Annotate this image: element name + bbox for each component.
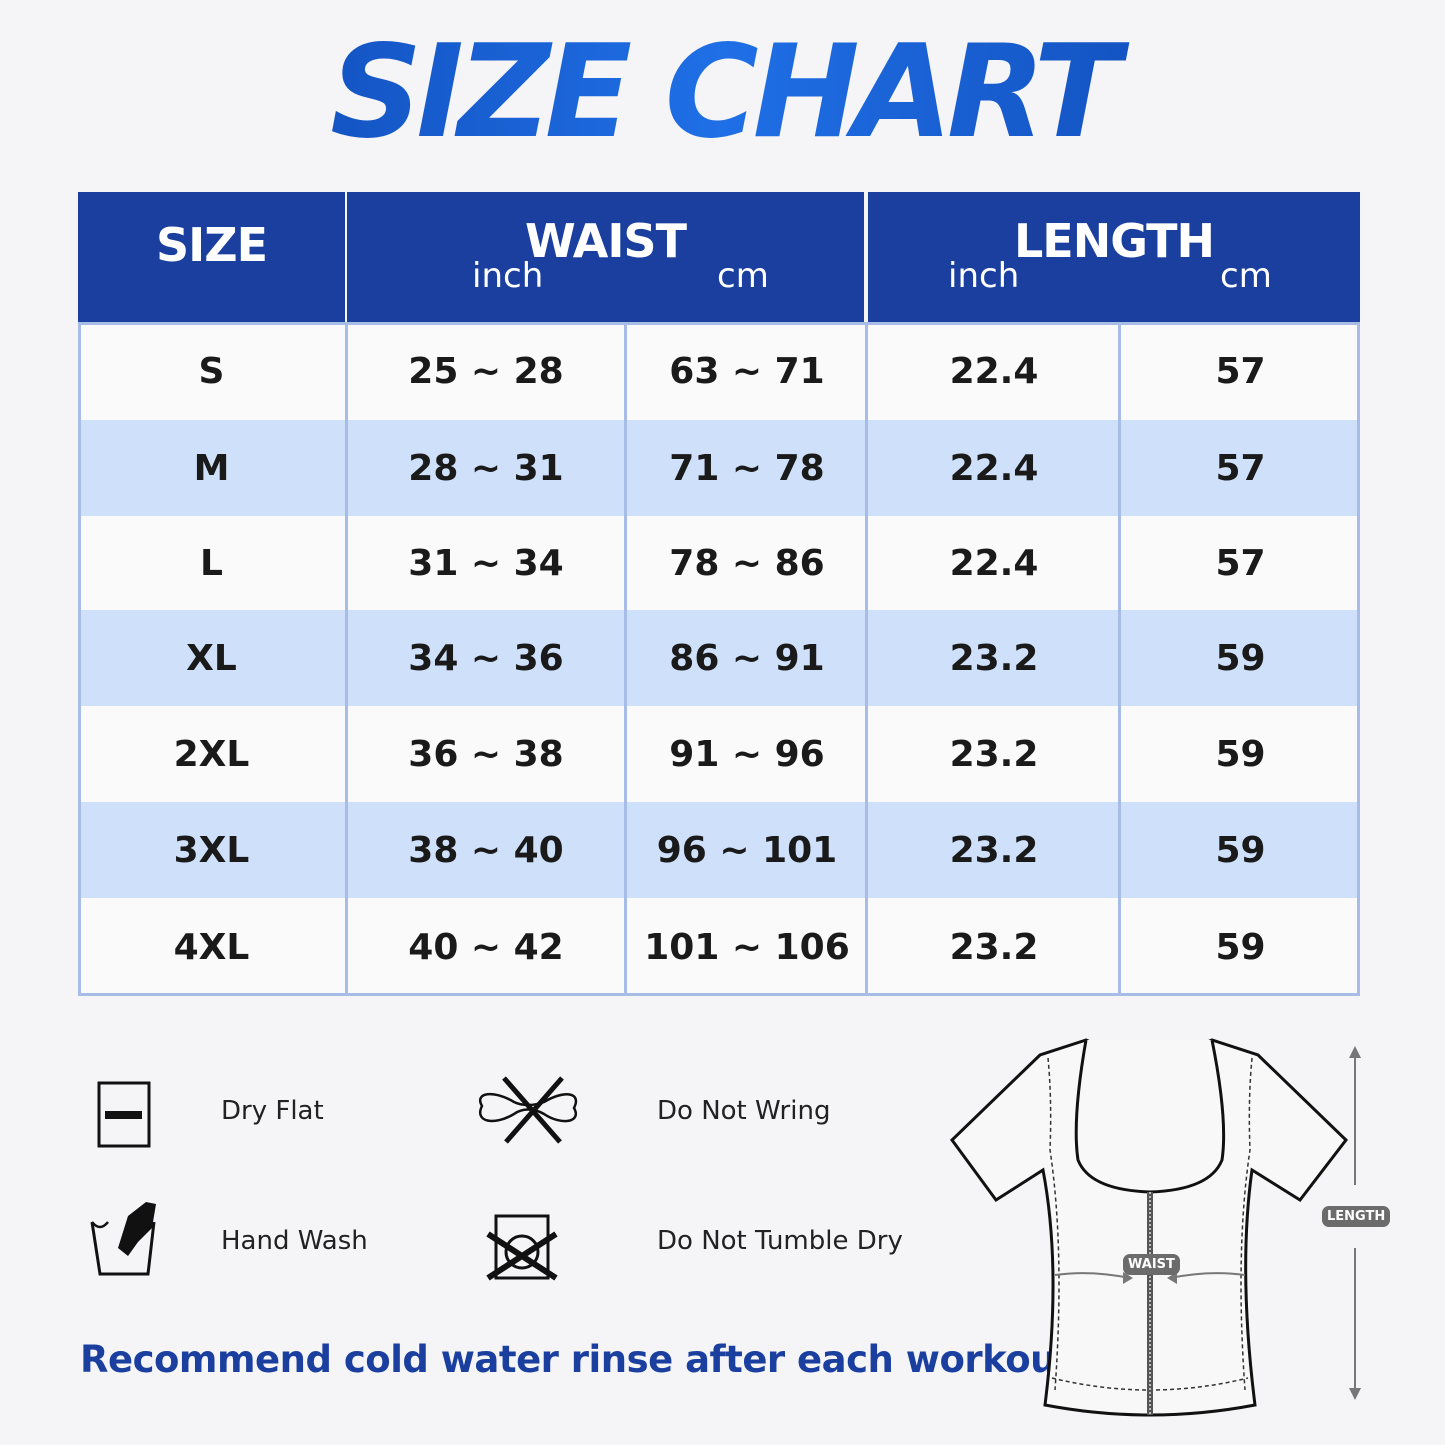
cell-length-inch: 23.2 bbox=[949, 733, 1039, 775]
header-length: LENGTH inch cm bbox=[868, 192, 1360, 322]
cell-length-inch: 22.4 bbox=[949, 542, 1039, 584]
cell-length-inch: 23.2 bbox=[949, 829, 1039, 871]
header-waist: WAIST inch cm bbox=[347, 192, 864, 322]
table-row bbox=[78, 322, 1360, 420]
cell-length-cm: 59 bbox=[1215, 733, 1266, 775]
cell-length-cm: 57 bbox=[1215, 542, 1266, 584]
dry-flat-icon bbox=[97, 1081, 151, 1148]
cell-waist-cm: 78 ~ 86 bbox=[669, 542, 825, 584]
cell-waist-inch: 38 ~ 40 bbox=[408, 829, 564, 871]
header-waist-label: WAIST bbox=[525, 214, 687, 268]
cell-size: 2XL bbox=[173, 733, 250, 775]
size-table: SIZE WAIST inch cm LENGTH inch cm S 25 ~ … bbox=[78, 192, 1360, 996]
cell-size: XL bbox=[186, 637, 237, 679]
do-not-wring-icon bbox=[479, 1076, 578, 1144]
cell-length-cm: 59 bbox=[1215, 926, 1266, 968]
table-row bbox=[78, 516, 1360, 610]
cell-waist-cm: 71 ~ 78 bbox=[669, 447, 825, 489]
header-length-label: LENGTH bbox=[1013, 214, 1215, 268]
header-length-inch: inch bbox=[948, 256, 1020, 296]
table-row bbox=[78, 610, 1360, 706]
cell-waist-cm: 91 ~ 96 bbox=[669, 733, 825, 775]
cell-waist-cm: 63 ~ 71 bbox=[669, 350, 825, 392]
cell-length-inch: 22.4 bbox=[949, 350, 1039, 392]
cell-waist-inch: 25 ~ 28 bbox=[408, 350, 564, 392]
cell-length-cm: 57 bbox=[1215, 447, 1266, 489]
header-length-cm: cm bbox=[1220, 256, 1272, 296]
cell-waist-inch: 31 ~ 34 bbox=[408, 542, 564, 584]
cell-waist-cm: 86 ~ 91 bbox=[669, 637, 825, 679]
header-waist-inch: inch bbox=[472, 256, 544, 296]
divider bbox=[78, 322, 81, 996]
care-label-do-not-wring: Do Not Wring bbox=[657, 1096, 831, 1126]
cell-waist-inch: 34 ~ 36 bbox=[408, 637, 564, 679]
header-size-label: SIZE bbox=[155, 218, 268, 272]
cell-length-cm: 57 bbox=[1215, 350, 1266, 392]
cell-size: S bbox=[198, 350, 225, 392]
care-label-hand-wash: Hand Wash bbox=[221, 1226, 368, 1256]
cell-waist-cm: 96 ~ 101 bbox=[656, 829, 838, 871]
header-size: SIZE bbox=[78, 192, 345, 322]
divider bbox=[345, 322, 348, 996]
cell-waist-inch: 36 ~ 38 bbox=[408, 733, 564, 775]
cell-length-inch: 22.4 bbox=[949, 447, 1039, 489]
cell-waist-cm: 101 ~ 106 bbox=[644, 926, 850, 968]
cell-length-inch: 23.2 bbox=[949, 926, 1039, 968]
care-label-do-not-tumble-dry: Do Not Tumble Dry bbox=[657, 1226, 903, 1256]
table-row bbox=[78, 420, 1360, 516]
garment-diagram bbox=[950, 1038, 1361, 1417]
cell-size: M bbox=[193, 447, 230, 489]
cell-length-cm: 59 bbox=[1215, 829, 1266, 871]
cell-size: L bbox=[200, 542, 223, 584]
divider bbox=[624, 322, 627, 996]
length-label: LENGTH bbox=[1322, 1206, 1391, 1227]
care-label-dry-flat: Dry Flat bbox=[221, 1096, 324, 1126]
divider bbox=[1357, 322, 1360, 996]
cell-waist-inch: 28 ~ 31 bbox=[408, 447, 564, 489]
cell-size: 3XL bbox=[173, 829, 250, 871]
divider bbox=[1118, 322, 1121, 996]
divider bbox=[865, 322, 868, 996]
hand-wash-icon bbox=[90, 1202, 156, 1276]
table-row bbox=[78, 898, 1360, 996]
care-note: Recommend cold water rinse after each wo… bbox=[80, 1338, 1087, 1381]
page-title: SIZE CHART bbox=[0, 18, 1445, 167]
table-row bbox=[78, 706, 1360, 802]
header-waist-cm: cm bbox=[717, 256, 769, 296]
cell-waist-inch: 40 ~ 42 bbox=[408, 926, 564, 968]
do-not-tumble-dry-icon bbox=[486, 1214, 558, 1281]
divider bbox=[78, 322, 1360, 325]
cell-size: 4XL bbox=[173, 926, 250, 968]
table-row bbox=[78, 802, 1360, 898]
cell-length-inch: 23.2 bbox=[949, 637, 1039, 679]
cell-length-cm: 59 bbox=[1215, 637, 1266, 679]
divider bbox=[78, 993, 1360, 996]
waist-label: WAIST bbox=[1123, 1254, 1180, 1275]
